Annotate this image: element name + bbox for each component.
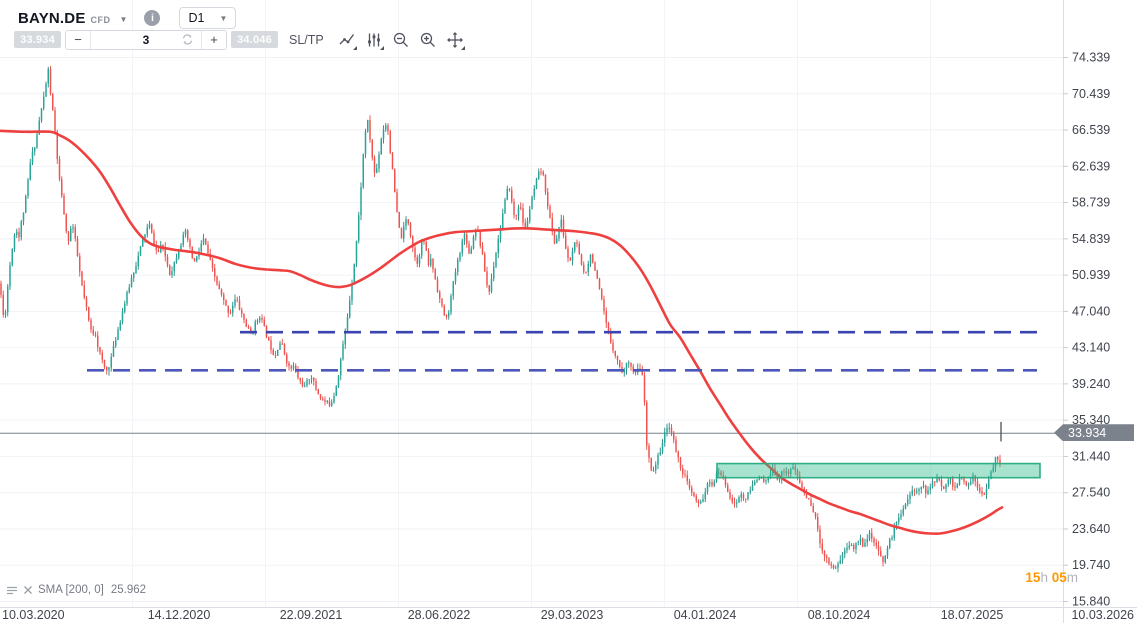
zoom-in-icon[interactable] (418, 30, 438, 50)
price-axis-label: 23.640 (1072, 522, 1110, 536)
price-axis-label: 19.740 (1072, 558, 1110, 572)
time-axis-label: 29.03.2023 (541, 608, 604, 622)
instrument-type-label: CFD (90, 14, 111, 25)
zoom-out-icon[interactable] (391, 30, 411, 50)
chart-tools (337, 30, 465, 50)
sl-tp-button[interactable]: SL/TP (289, 32, 324, 47)
drawing-tools-icon[interactable] (337, 30, 357, 50)
pan-move-icon[interactable] (445, 30, 465, 50)
price-axis-label: 54.839 (1072, 232, 1110, 246)
resistance-zone-rect (716, 462, 1041, 479)
price-axis-label: 43.140 (1072, 341, 1110, 355)
price-axis-label: 15.840 (1072, 595, 1110, 609)
current-price-tag: 33.934 (1054, 424, 1134, 442)
sma-200-line (0, 129, 1004, 535)
quantity-decrease-button[interactable]: − (66, 30, 91, 49)
time-axis-label: 08.10.2024 (808, 608, 871, 622)
indicators-icon[interactable] (364, 30, 384, 50)
info-icon[interactable]: i (144, 10, 161, 26)
price-axis-label: 50.939 (1072, 268, 1110, 282)
price-axis-label: 70.439 (1072, 87, 1110, 101)
indicator-close-icon[interactable] (23, 585, 33, 595)
timeframe-caret-icon: ▼ (219, 13, 228, 23)
time-axis-label: 10.03.2026 (1071, 608, 1134, 622)
timeframe-select[interactable]: D1 ▼ (179, 7, 237, 29)
current-price-value: 33.934 (1068, 425, 1107, 440)
indicator-value: 25.962 (110, 584, 147, 596)
sma-layer (0, 129, 1004, 535)
quantity-control: − + (65, 29, 227, 50)
symbol-name: BAYN.DE (18, 9, 86, 27)
countdown-hours-unit: h (1040, 570, 1048, 585)
time-axis[interactable]: 10.03.2020 14.12.2020 22.09.2021 28.06.2022… (0, 607, 1137, 623)
buy-price-button[interactable]: 34.046 (231, 31, 278, 48)
indicator-settings-icon[interactable] (6, 584, 18, 596)
indicator-label: SMA [200, 0] (38, 584, 104, 596)
time-axis-label: 18.07.2025 (941, 608, 1004, 622)
indicator-legend: SMA [200, 0] 25.962 (6, 584, 146, 596)
price-axis[interactable]: 74.339 70.439 66.539 62.639 58.739 54.839 50.9… (1063, 0, 1110, 623)
timeframe-value: D1 (188, 11, 205, 25)
quantity-input[interactable] (109, 31, 183, 48)
candles-layer (0, 66, 1001, 573)
price-axis-label: 27.540 (1072, 486, 1110, 500)
price-axis-label: 35.340 (1072, 413, 1110, 427)
price-axis-label: 66.539 (1072, 123, 1110, 137)
price-axis-label: 62.639 (1072, 159, 1110, 173)
price-axis-label: 47.040 (1072, 304, 1110, 318)
price-axis-label: 58.739 (1072, 196, 1110, 210)
time-axis-label: 28.06.2022 (408, 608, 471, 622)
countdown-minutes: 05 (1051, 570, 1067, 585)
grid-layer (0, 0, 1063, 607)
refresh-quantity-icon[interactable] (181, 33, 194, 49)
time-axis-label: 10.03.2020 (2, 608, 65, 622)
symbol-dropdown-caret-icon[interactable]: ▼ (119, 14, 128, 24)
price-axis-label: 31.440 (1072, 449, 1110, 463)
price-axis-label: 74.339 (1072, 51, 1110, 65)
time-axis-label: 04.01.2024 (674, 608, 737, 622)
zone-layer (716, 462, 1041, 479)
candle-countdown: 15h 05m (978, 570, 1078, 585)
price-axis-label: 39.240 (1072, 377, 1110, 391)
quantity-field (91, 31, 201, 49)
instrument-header: BAYN.DE CFD ▼ i D1 ▼ (18, 7, 237, 29)
countdown-hours: 15 (1025, 570, 1041, 585)
countdown-minutes-unit: m (1066, 570, 1078, 585)
time-axis-label: 22.09.2021 (280, 608, 343, 622)
order-toolbar: 33.934 − + 34.046 SL/TP (14, 29, 465, 50)
time-axis-label: 14.12.2020 (148, 608, 211, 622)
quantity-increase-button[interactable]: + (201, 30, 226, 49)
levels-layer (87, 330, 1037, 372)
sell-price-button[interactable]: 33.934 (14, 31, 61, 48)
